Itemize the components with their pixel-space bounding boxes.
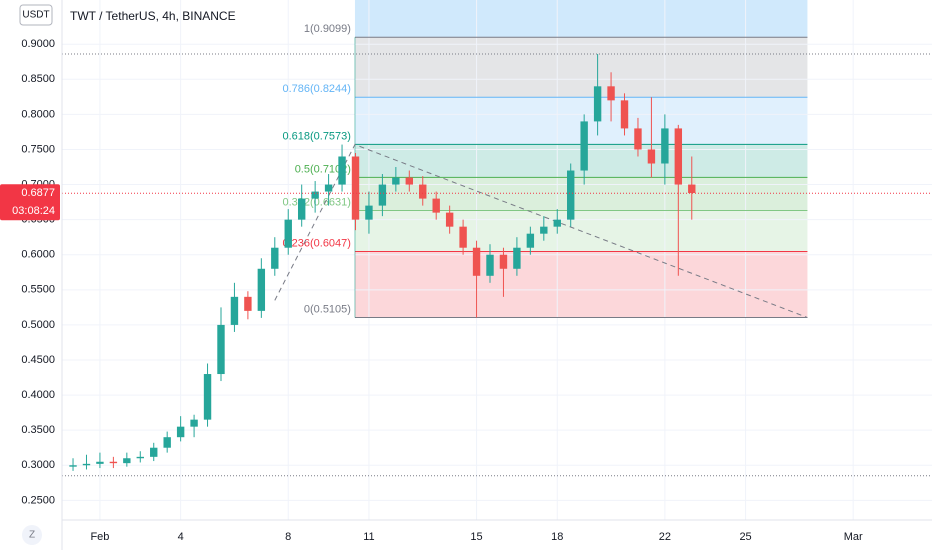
last-price-tag xyxy=(0,184,60,221)
fib-zone xyxy=(354,37,808,98)
candle-body xyxy=(445,212,454,227)
y-tick-label: 0.4500 xyxy=(21,354,55,366)
candle-body xyxy=(365,205,373,220)
candle-body xyxy=(486,254,494,276)
y-tick-label: 0.7500 xyxy=(21,143,55,155)
last-price-label: 0.6877 xyxy=(21,187,55,199)
candle-body xyxy=(553,219,561,227)
x-tick-label: 8 xyxy=(285,531,291,543)
candle-body xyxy=(499,254,508,269)
candle-body xyxy=(311,191,319,199)
candle-body xyxy=(593,86,602,122)
fib-level-label: 0.5(0.7102) xyxy=(295,163,351,175)
x-tick-label: Feb xyxy=(90,531,109,543)
candle-body xyxy=(82,463,91,466)
x-tick-label: 25 xyxy=(739,531,751,543)
trend-line xyxy=(274,143,808,319)
fib-level-label: 0.786(0.8244) xyxy=(282,83,351,95)
chart-title: TWT / TetherUS, 4h, BINANCE xyxy=(70,9,236,23)
candle-body xyxy=(459,226,467,248)
countdown-label: 03:08:24 xyxy=(12,205,55,217)
plot: 1(0.9099) 0.786(0.8244) 0.618(0.7573) 0.5(0… xyxy=(62,23,932,477)
candle-body xyxy=(540,226,548,234)
candle-body xyxy=(580,121,588,171)
currency-button[interactable] xyxy=(19,4,53,26)
fib-level-label: 0(0.5105) xyxy=(304,303,351,315)
candle-body xyxy=(513,247,521,269)
candle-body xyxy=(284,219,292,248)
candle-body xyxy=(392,177,400,185)
candle-body xyxy=(190,419,198,427)
x-tick-label: 11 xyxy=(363,531,374,543)
x-tick-label: 22 xyxy=(659,531,671,543)
candle-body xyxy=(432,198,440,213)
x-tick-label: 4 xyxy=(178,531,184,543)
candle-body xyxy=(526,233,535,248)
candle-body xyxy=(257,268,266,311)
candle-body xyxy=(136,456,144,459)
scale-button[interactable] xyxy=(22,525,42,545)
scale-label: Z xyxy=(29,530,35,541)
x-tick-label: 15 xyxy=(470,531,482,543)
candle-body xyxy=(620,100,629,129)
candle-body xyxy=(647,149,656,164)
y-tick-label: 0.3500 xyxy=(21,424,55,436)
candle-body xyxy=(69,465,77,467)
fib-extension-zone xyxy=(354,0,808,38)
x-tick-label: 18 xyxy=(551,531,563,543)
candle-body xyxy=(123,458,131,464)
candle-body xyxy=(217,324,225,375)
candle-body xyxy=(150,447,158,457)
candle-body xyxy=(419,184,427,199)
y-tick-label: 0.8500 xyxy=(21,73,55,85)
candle-body xyxy=(634,128,642,150)
y-tick-label: 0.8000 xyxy=(21,108,55,120)
candle-body xyxy=(163,437,171,448)
candle-body xyxy=(203,374,212,420)
grid xyxy=(62,0,932,520)
candle-body xyxy=(351,156,360,220)
candle-body xyxy=(688,184,696,193)
candle-body xyxy=(567,170,575,220)
candle-body xyxy=(271,247,279,269)
fib-zone xyxy=(354,177,808,211)
candle-body xyxy=(472,247,481,276)
candle-body xyxy=(244,296,252,311)
candle-body xyxy=(607,86,615,101)
y-tick-label: 0.6000 xyxy=(21,249,55,261)
candle-body xyxy=(109,461,118,464)
candle-body xyxy=(378,184,387,206)
candle-body xyxy=(176,426,185,438)
fib-level-label: 1(0.9099) xyxy=(304,23,351,35)
fib-zone xyxy=(354,251,808,318)
candle-body xyxy=(297,198,306,220)
candle-body xyxy=(405,177,413,185)
candle-body xyxy=(324,184,333,192)
candle-body xyxy=(674,128,683,185)
y-tick-label: 0.5000 xyxy=(21,319,55,331)
currency-label: USDT xyxy=(22,10,49,21)
candle-body xyxy=(230,296,239,325)
candle-body xyxy=(661,128,669,164)
fib-level-label: 0.618(0.7573) xyxy=(282,130,351,142)
x-tick-label: Mar xyxy=(844,531,863,543)
y-tick-label: 0.9000 xyxy=(21,38,55,50)
fib-level-label: 0.236(0.6047) xyxy=(282,237,351,249)
axes: 0.2500 0.3000 0.3500 0.4000 0.4500 0.5000 0.55… xyxy=(0,38,863,543)
candle-body xyxy=(96,461,104,464)
y-tick-label: 0.4000 xyxy=(21,389,55,401)
y-tick-label: 0.5500 xyxy=(21,284,55,296)
y-tick-label: 0.2500 xyxy=(21,494,55,506)
y-tick-label: 0.3000 xyxy=(21,459,55,471)
candle-body xyxy=(338,156,346,185)
